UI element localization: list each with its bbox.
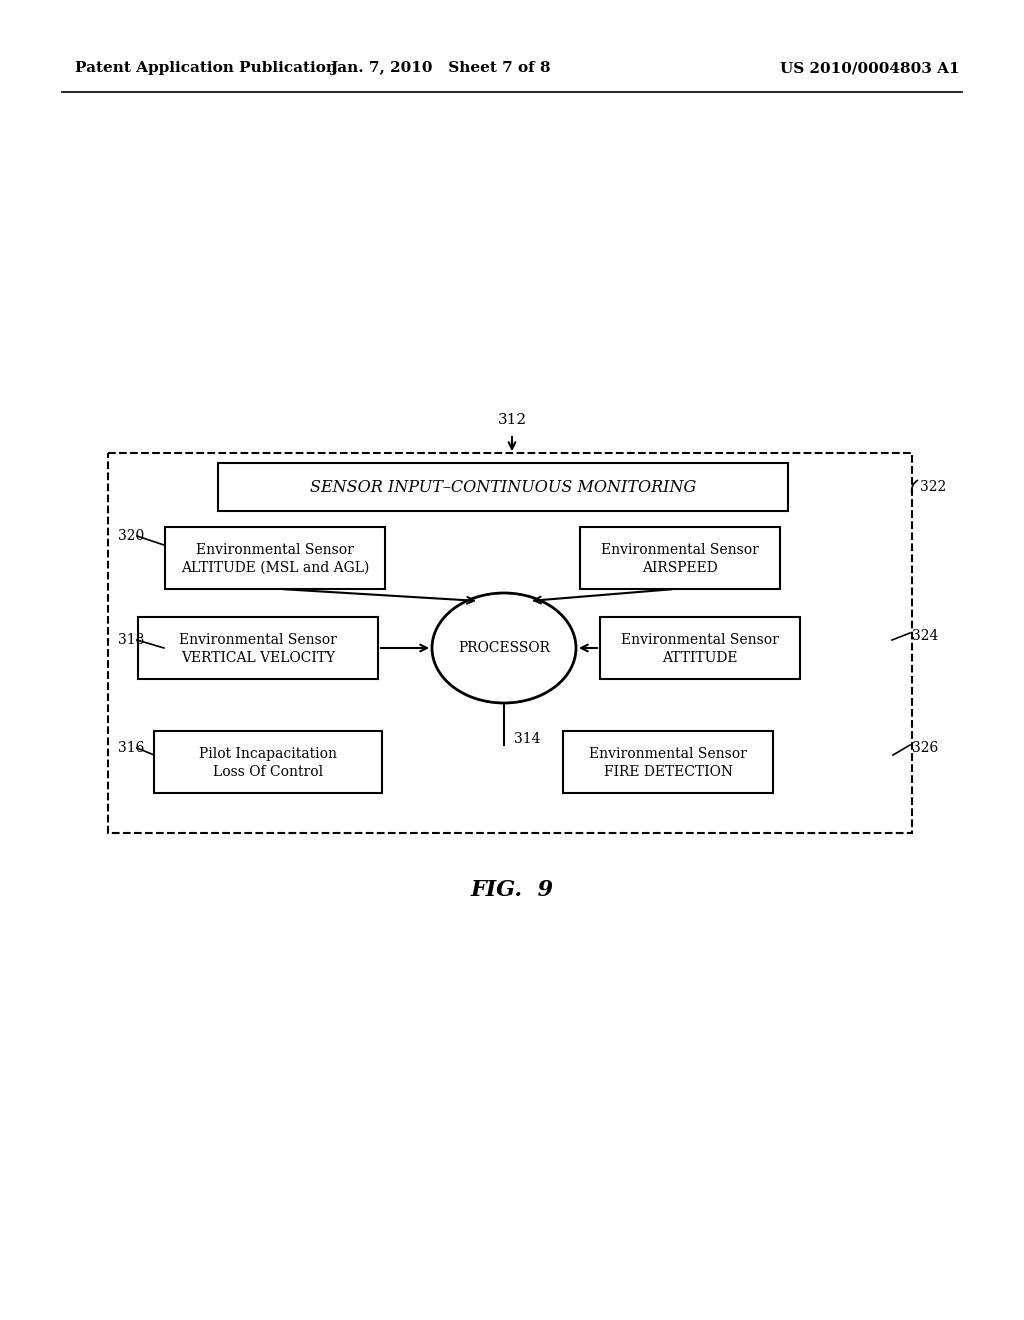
Text: FIRE DETECTION: FIRE DETECTION — [603, 766, 732, 779]
Text: FIG.  9: FIG. 9 — [470, 879, 554, 902]
Text: Loss Of Control: Loss Of Control — [213, 766, 323, 779]
Text: SENSOR INPUT–CONTINUOUS MONITORING: SENSOR INPUT–CONTINUOUS MONITORING — [310, 479, 696, 495]
Text: 312: 312 — [498, 413, 526, 426]
Text: Jan. 7, 2010   Sheet 7 of 8: Jan. 7, 2010 Sheet 7 of 8 — [330, 61, 550, 75]
Bar — [154, 731, 382, 793]
Bar — [108, 453, 912, 833]
Text: 316: 316 — [118, 741, 144, 755]
Bar — [165, 527, 385, 589]
Bar — [563, 731, 773, 793]
Text: ALTITUDE (MSL and AGL): ALTITUDE (MSL and AGL) — [181, 561, 370, 576]
Text: 322: 322 — [920, 480, 946, 494]
Text: 318: 318 — [118, 634, 144, 647]
Text: Environmental Sensor: Environmental Sensor — [622, 634, 779, 647]
Text: 320: 320 — [118, 529, 144, 543]
Text: Environmental Sensor: Environmental Sensor — [179, 634, 337, 647]
Text: Patent Application Publication: Patent Application Publication — [75, 61, 337, 75]
Text: AIRSPEED: AIRSPEED — [642, 561, 718, 576]
Text: 326: 326 — [912, 741, 938, 755]
Bar — [218, 463, 788, 511]
Text: Environmental Sensor: Environmental Sensor — [589, 747, 746, 762]
Text: Environmental Sensor: Environmental Sensor — [196, 543, 354, 557]
Bar — [600, 616, 800, 678]
Text: US 2010/0004803 A1: US 2010/0004803 A1 — [780, 61, 959, 75]
Bar — [138, 616, 378, 678]
Text: VERTICAL VELOCITY: VERTICAL VELOCITY — [181, 651, 335, 665]
Text: 324: 324 — [912, 630, 938, 643]
Text: ATTITUDE: ATTITUDE — [663, 651, 737, 665]
Text: Environmental Sensor: Environmental Sensor — [601, 543, 759, 557]
Text: Pilot Incapacitation: Pilot Incapacitation — [199, 747, 337, 762]
Text: 314: 314 — [514, 733, 541, 746]
Bar — [580, 527, 780, 589]
Text: PROCESSOR: PROCESSOR — [458, 642, 550, 655]
